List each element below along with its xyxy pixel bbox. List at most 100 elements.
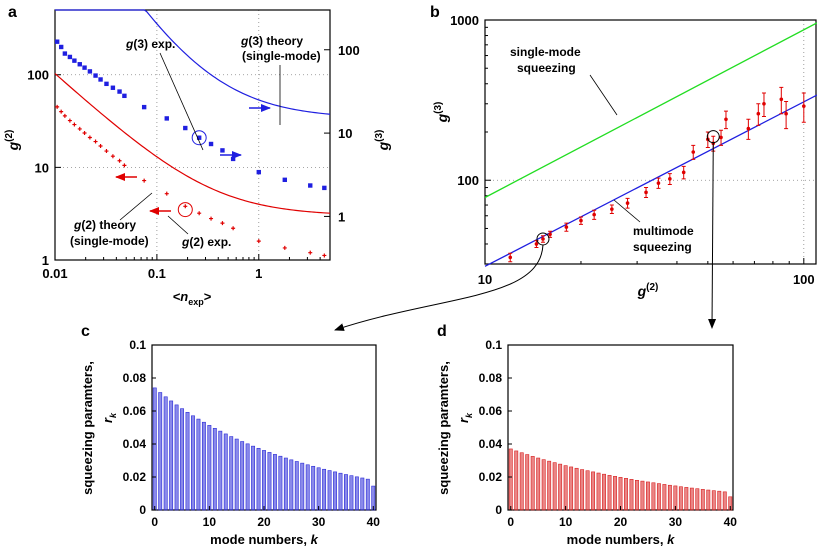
panel-a-g2-point bbox=[59, 109, 64, 114]
panel-d-bar bbox=[662, 484, 667, 511]
panel-c-ylabel-r-main: r bbox=[100, 417, 115, 423]
panel-c-ylabel: squeezing paramters, bbox=[80, 361, 95, 495]
panel-b-annot-single-mode-2: squeezing bbox=[517, 61, 576, 75]
panel-b-annot-multimode: multimode bbox=[633, 224, 694, 238]
panel-a-g3-point bbox=[104, 81, 109, 87]
panel-a-annot-g2-exp-g: g bbox=[181, 235, 190, 249]
panel-d-bar bbox=[640, 480, 645, 511]
panel-d-bar bbox=[536, 457, 541, 511]
panel-c-bar bbox=[174, 404, 179, 511]
panel-d-bar bbox=[574, 467, 579, 511]
panel-c-bar bbox=[360, 477, 365, 511]
panel-b-data-point bbox=[762, 101, 766, 106]
panel-a-g3-point bbox=[93, 73, 98, 78]
panel-b-data-point bbox=[534, 242, 539, 246]
panel-c-xlabel-k: k bbox=[311, 532, 319, 547]
panel-a-ylabel-right-g: g bbox=[375, 141, 391, 151]
panel-a-annot-g2-theory-leader bbox=[119, 192, 153, 221]
panel-d-ytick-label: 0.1 bbox=[485, 338, 502, 352]
panel-b-annot-multimode-leader bbox=[613, 199, 641, 223]
panel-a-annot-g2-theory: g(2) theory bbox=[73, 218, 136, 232]
panel-c-bar bbox=[152, 387, 157, 511]
panel-d-xlabel-k: k bbox=[667, 532, 675, 547]
panel-d-bar bbox=[717, 490, 722, 511]
panel-b-data-point bbox=[724, 117, 728, 122]
panel-a-g3-point bbox=[230, 156, 236, 162]
panel-a-g3-point bbox=[322, 185, 327, 191]
panel-a-g2-highlight-circle bbox=[177, 202, 193, 218]
panel-a-g2-theory-curve bbox=[54, 73, 331, 214]
panel-a-ytick-label-right: 1 bbox=[338, 209, 345, 224]
panel-c-bar bbox=[267, 452, 272, 511]
panel-c-xtick-label: 0 bbox=[151, 515, 158, 529]
panel-a-g3-point bbox=[72, 58, 77, 63]
panel-b-multimode-line bbox=[484, 94, 817, 267]
panel-a-g3-point bbox=[82, 65, 87, 70]
panel-a-annot-g3-theory: g(3) theory bbox=[240, 34, 303, 48]
panel-a-g2-point bbox=[77, 126, 82, 131]
panel-b-ylabel-g: g bbox=[434, 113, 450, 123]
panel-d-bar bbox=[585, 470, 590, 511]
panel-b-data-point bbox=[719, 135, 723, 140]
panel-c-bar bbox=[305, 464, 310, 511]
panel-a-g2-point bbox=[110, 154, 115, 159]
panel-d-ytick-label: 0.06 bbox=[479, 404, 503, 418]
panel-a-ytick-label-left: 10 bbox=[35, 160, 49, 175]
panel-a-g3-highlight-circle bbox=[191, 130, 207, 146]
panel-c-bar bbox=[251, 445, 256, 511]
panel-a-g3-point bbox=[87, 69, 93, 74]
panel-d-bar bbox=[519, 452, 524, 511]
panel-a-g3-point bbox=[220, 148, 225, 153]
panel-a-g2-point bbox=[104, 149, 109, 154]
panel-c-xlabel-text: mode numbers, bbox=[210, 532, 310, 547]
panel-c-bar bbox=[322, 468, 327, 511]
panel-a-g2-point bbox=[93, 139, 98, 144]
panel-d-label: d bbox=[437, 323, 447, 340]
panel-a-g2-point bbox=[164, 191, 169, 196]
panel-a-xtick-label: 1 bbox=[255, 266, 262, 281]
panel-a-label: a bbox=[8, 4, 17, 21]
panel-d-bar bbox=[613, 476, 617, 511]
panel-d-xtick-label: 10 bbox=[559, 515, 573, 529]
panel-d-ytick-label: 0.04 bbox=[479, 437, 503, 451]
panel-c-ytick-label: 0.06 bbox=[123, 404, 147, 418]
panel-a-g2-point bbox=[308, 250, 313, 255]
panel-b-data-point bbox=[644, 190, 648, 195]
panel-a-ytick-label-left: 1 bbox=[42, 253, 49, 268]
panel-c-xlabel: mode numbers, k bbox=[210, 532, 318, 547]
panel-d-bar bbox=[541, 459, 546, 511]
panel-c-ylabel-r: rk bbox=[100, 412, 118, 423]
panel-d-xlabel-text: mode numbers, bbox=[567, 532, 667, 547]
panel-d-xtick-label: 30 bbox=[669, 515, 683, 529]
panel-b-ylabel: g(3) bbox=[433, 102, 450, 124]
panel-a-g2-point bbox=[183, 204, 188, 209]
panel-b-data-point bbox=[784, 111, 788, 116]
panel-d-bar bbox=[667, 484, 672, 511]
panel-b-data-point bbox=[681, 170, 686, 175]
panel-d-bar bbox=[689, 487, 694, 511]
panel-a-xtick-label: 0.1 bbox=[148, 266, 166, 281]
panel-a-annot-g2-theory-2: (single-mode) bbox=[70, 234, 149, 248]
panel-d-bar bbox=[700, 489, 705, 511]
panel-c-bar bbox=[240, 441, 245, 511]
panel-a-g2-point bbox=[282, 245, 287, 250]
panel-b-annot-multimode-2: squeezing bbox=[633, 240, 692, 254]
panel-c-bar bbox=[283, 457, 288, 511]
panel-b-data-point bbox=[625, 201, 630, 205]
panel-d-bar bbox=[563, 465, 568, 511]
panel-d-bar bbox=[569, 466, 574, 511]
panel-c-xtick-label: 20 bbox=[257, 515, 271, 529]
panel-c-bar bbox=[229, 436, 234, 511]
panel-a-ylabel-left: g(2) bbox=[4, 130, 21, 152]
panel-d-bar bbox=[711, 490, 716, 511]
panel-a-annot-g3-exp-g: g bbox=[125, 37, 134, 51]
panel-c-ytick-label: 0 bbox=[139, 503, 146, 517]
panel-a-g3-point bbox=[54, 39, 60, 44]
panel-c-bar bbox=[212, 428, 217, 511]
panel-c-bar bbox=[201, 421, 206, 511]
panel-b-data-point bbox=[592, 212, 596, 217]
panel-d-bar bbox=[508, 448, 513, 511]
panel-a-g3-point bbox=[282, 177, 287, 183]
panel-a-g3-theory-curve bbox=[55, 9, 331, 115]
panel-c-bar bbox=[158, 392, 163, 511]
